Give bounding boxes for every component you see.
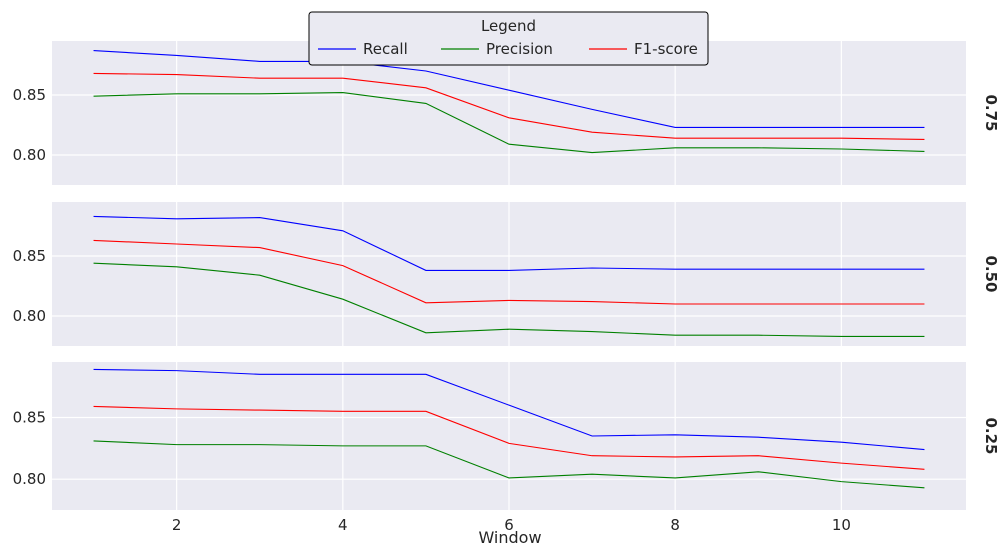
legend-title: Legend [481,17,536,35]
series-line-recall [93,50,925,128]
y-tick-label: 0.85 [13,86,46,104]
y-tick-label: 0.85 [13,409,46,427]
legend-label-recall: Recall [363,40,408,58]
x-tick-label: 4 [338,516,348,534]
legend-label-f1-score: F1-score [634,40,698,58]
legend-label-precision: Precision [486,40,553,58]
facet-label: 0.50 [982,255,1000,292]
panel-0-25: 0.80 0.85 0.25 [13,362,1000,510]
x-tick-label: 10 [832,516,851,534]
series-line-f1-score [93,72,925,140]
x-tick-label: 6 [504,516,514,534]
legend-box [308,11,709,66]
chart-panels: 0.80 0.85 0.75 0.80 0.85 0.50 0.80 0.85 0.25 2 4 6 8… [13,41,1000,534]
series-line-f1-score [93,405,925,470]
y-tick-label: 0.80 [13,470,46,488]
x-tick-label: 8 [670,516,680,534]
panel-0-50: 0.80 0.85 0.50 [13,202,1000,346]
x-axis-title: Window [478,528,541,545]
x-tick-label: 2 [172,516,182,534]
legend: Legend Recall Precision F1-score [308,11,709,66]
facet-label: 0.75 [982,94,1000,131]
series-line-precision [93,262,925,337]
y-tick-label: 0.80 [13,146,46,164]
series-line-f1-score [93,239,925,305]
y-tick-label: 0.85 [13,247,46,265]
series-line-precision [93,440,925,489]
y-tick-label: 0.80 [13,307,46,325]
facet-label: 0.25 [982,417,1000,454]
series-line-precision [93,92,925,154]
series-line-recall [93,368,925,451]
series-line-recall [93,215,925,271]
